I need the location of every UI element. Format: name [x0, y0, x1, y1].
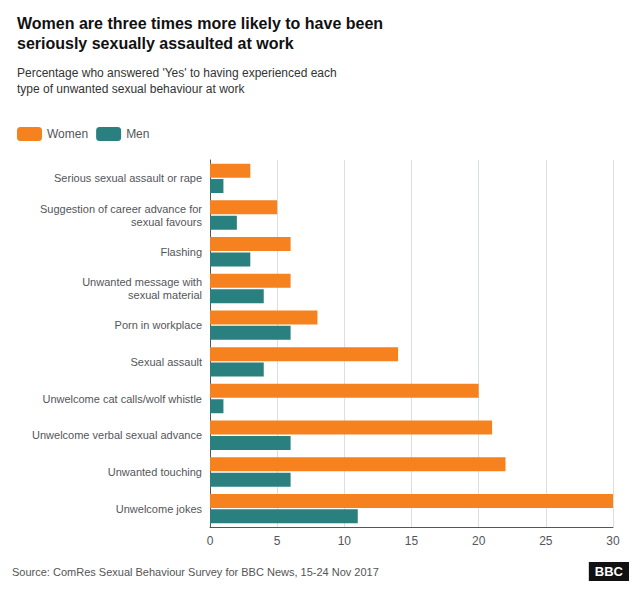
svg-text:Sexual assault: Sexual assault: [130, 356, 202, 368]
svg-text:Suggestion of career advance f: Suggestion of career advance for: [40, 203, 202, 215]
svg-text:Serious sexual assault or rape: Serious sexual assault or rape: [54, 172, 202, 184]
svg-text:0: 0: [207, 534, 214, 548]
svg-text:Source: ComRes Sexual Behaviou: Source: ComRes Sexual Behaviour Survey f…: [12, 566, 379, 578]
svg-text:Flashing: Flashing: [160, 246, 202, 258]
svg-text:seriously sexually assaulted a: seriously sexually assaulted at work: [17, 35, 294, 52]
svg-text:Women: Women: [47, 127, 88, 141]
svg-text:Unwanted touching: Unwanted touching: [108, 466, 202, 478]
svg-text:20: 20: [472, 534, 486, 548]
svg-text:Unwelcome cat calls/wolf whist: Unwelcome cat calls/wolf whistle: [42, 393, 202, 405]
svg-text:sexual material: sexual material: [128, 289, 202, 301]
svg-text:Unwelcome verbal sexual advanc: Unwelcome verbal sexual advance: [32, 429, 202, 441]
svg-text:5: 5: [274, 534, 281, 548]
svg-text:Percentage who answered 'Yes': Percentage who answered 'Yes' to having …: [17, 66, 337, 80]
svg-text:type of unwanted sexual behavi: type of unwanted sexual behaviour at wor…: [17, 82, 245, 96]
svg-text:sexual favours: sexual favours: [131, 216, 202, 228]
svg-text:10: 10: [338, 534, 352, 548]
svg-text:30: 30: [606, 534, 620, 548]
svg-text:15: 15: [405, 534, 419, 548]
svg-text:25: 25: [539, 534, 553, 548]
svg-text:BBC: BBC: [595, 564, 624, 579]
svg-text:Men: Men: [126, 127, 149, 141]
svg-text:Porn in workplace: Porn in workplace: [115, 319, 202, 331]
svg-text:Women are three times more lik: Women are three times more likely to hav…: [17, 15, 383, 32]
svg-text:Unwelcome jokes: Unwelcome jokes: [116, 503, 203, 515]
svg-text:Unwanted message with: Unwanted message with: [82, 276, 202, 288]
